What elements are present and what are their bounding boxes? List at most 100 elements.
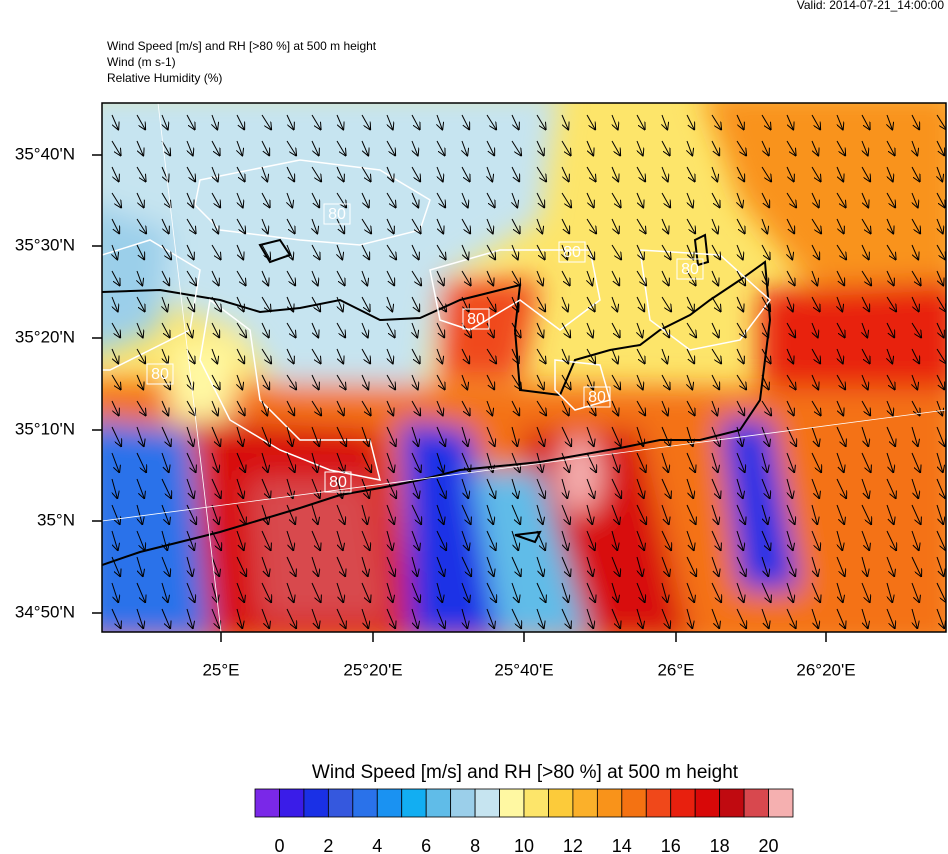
wind-arrow	[811, 244, 819, 259]
wind-arrow	[336, 608, 346, 628]
wind-arrow	[611, 166, 618, 181]
wind-arrow	[661, 244, 671, 259]
wind-arrow	[562, 244, 567, 259]
wind-arrow	[761, 556, 768, 576]
wind-arrow	[586, 556, 593, 576]
wind-arrow	[236, 504, 246, 524]
wind-arrow	[711, 608, 719, 628]
wind-arrow	[311, 556, 318, 576]
wind-arrow	[461, 478, 468, 498]
wind-arrow	[161, 400, 168, 415]
wind-arrow	[361, 374, 368, 389]
wind-arrow	[661, 296, 671, 311]
wind-arrow	[761, 400, 771, 415]
wind-arrow	[786, 426, 796, 446]
wind-arrow	[936, 582, 946, 602]
lon-label: 25°E	[202, 660, 239, 679]
wind-arrow	[411, 530, 419, 550]
wind-arrow	[436, 504, 444, 524]
wind-arrow	[536, 374, 544, 389]
wind-arrow	[636, 530, 644, 550]
wind-arrow	[536, 530, 545, 550]
wind-arrow	[636, 478, 644, 498]
wind-arrow	[761, 374, 769, 389]
colorbar-swatch	[450, 788, 476, 818]
wind-arrow	[511, 166, 519, 181]
wind-arrow	[936, 192, 945, 207]
wind-arrow	[662, 348, 667, 363]
wind-arrow	[311, 166, 321, 181]
wind-arrow	[387, 296, 392, 311]
wind-arrow	[936, 530, 946, 550]
wind-arrow	[761, 166, 771, 181]
wind-arrow	[386, 374, 395, 389]
wind-arrow	[711, 270, 718, 285]
wind-arrow	[136, 192, 144, 207]
wind-arrow	[711, 374, 719, 389]
wind-arrow	[512, 244, 518, 259]
wind-arrow	[386, 608, 395, 628]
wind-arrow	[911, 296, 919, 311]
wind-arrow	[661, 426, 670, 446]
wind-arrow	[911, 400, 920, 415]
wind-arrow	[387, 348, 393, 363]
wind-arrow	[111, 374, 121, 389]
colorbar-label: 12	[563, 836, 583, 854]
wind-arrow	[911, 244, 918, 259]
wind-arrow	[186, 556, 192, 576]
wind-arrow	[786, 452, 794, 472]
colorbar-swatch	[376, 788, 403, 818]
wind-arrow	[461, 504, 471, 524]
wind-arrow	[761, 504, 768, 524]
wind-arrow	[112, 244, 117, 259]
wind-arrow	[261, 140, 269, 155]
wind-arrow	[461, 244, 468, 259]
wind-arrow	[736, 426, 742, 446]
wind-arrow	[811, 114, 820, 129]
wind-arrow	[212, 348, 217, 363]
wind-arrow	[437, 400, 443, 415]
wind-arrow	[661, 192, 670, 207]
wind-arrow	[536, 348, 546, 363]
colorbar-label: 10	[514, 836, 534, 854]
colorbar-swatch	[645, 788, 672, 818]
wind-arrow	[411, 582, 420, 602]
wind-arrow	[486, 582, 496, 602]
wind-arrow	[811, 478, 819, 498]
wind-arrow	[411, 608, 418, 628]
wind-arrow	[636, 426, 643, 446]
lat-label: 35°30'N	[15, 235, 75, 254]
wind-arrow	[111, 218, 119, 233]
wind-arrow	[686, 296, 694, 311]
wind-arrow	[411, 426, 418, 446]
wind-arrow	[936, 140, 944, 155]
wind-arrow	[911, 322, 921, 337]
wind-arrow	[111, 192, 121, 207]
wind-arrow	[111, 608, 121, 628]
wind-arrow	[261, 556, 269, 576]
wind-arrow	[286, 426, 292, 446]
wind-arrow	[611, 374, 620, 389]
wind-arrow	[611, 608, 620, 628]
wind-arrow	[561, 426, 571, 446]
wind-arrow	[336, 400, 344, 415]
colorbar-swatch	[719, 788, 745, 818]
wind-arrow	[211, 478, 221, 498]
wind-arrow	[262, 166, 267, 181]
wind-arrow	[611, 426, 621, 446]
contour-label-box	[324, 471, 352, 493]
wind-arrow	[661, 530, 671, 550]
wind-arrow	[161, 192, 171, 207]
wind-arrow	[886, 374, 895, 389]
wind-arrow	[812, 270, 817, 285]
wind-arrow	[911, 504, 921, 524]
wind-arrow	[236, 400, 245, 415]
wind-arrow	[536, 322, 543, 337]
wind-arrow	[812, 322, 818, 337]
wind-arrow	[536, 504, 543, 524]
wind-arrow	[786, 582, 793, 602]
wind-arrow	[811, 608, 818, 628]
wind-arrow	[462, 140, 467, 155]
wind-arrow	[361, 530, 370, 550]
colorbar-swatch	[768, 788, 794, 818]
